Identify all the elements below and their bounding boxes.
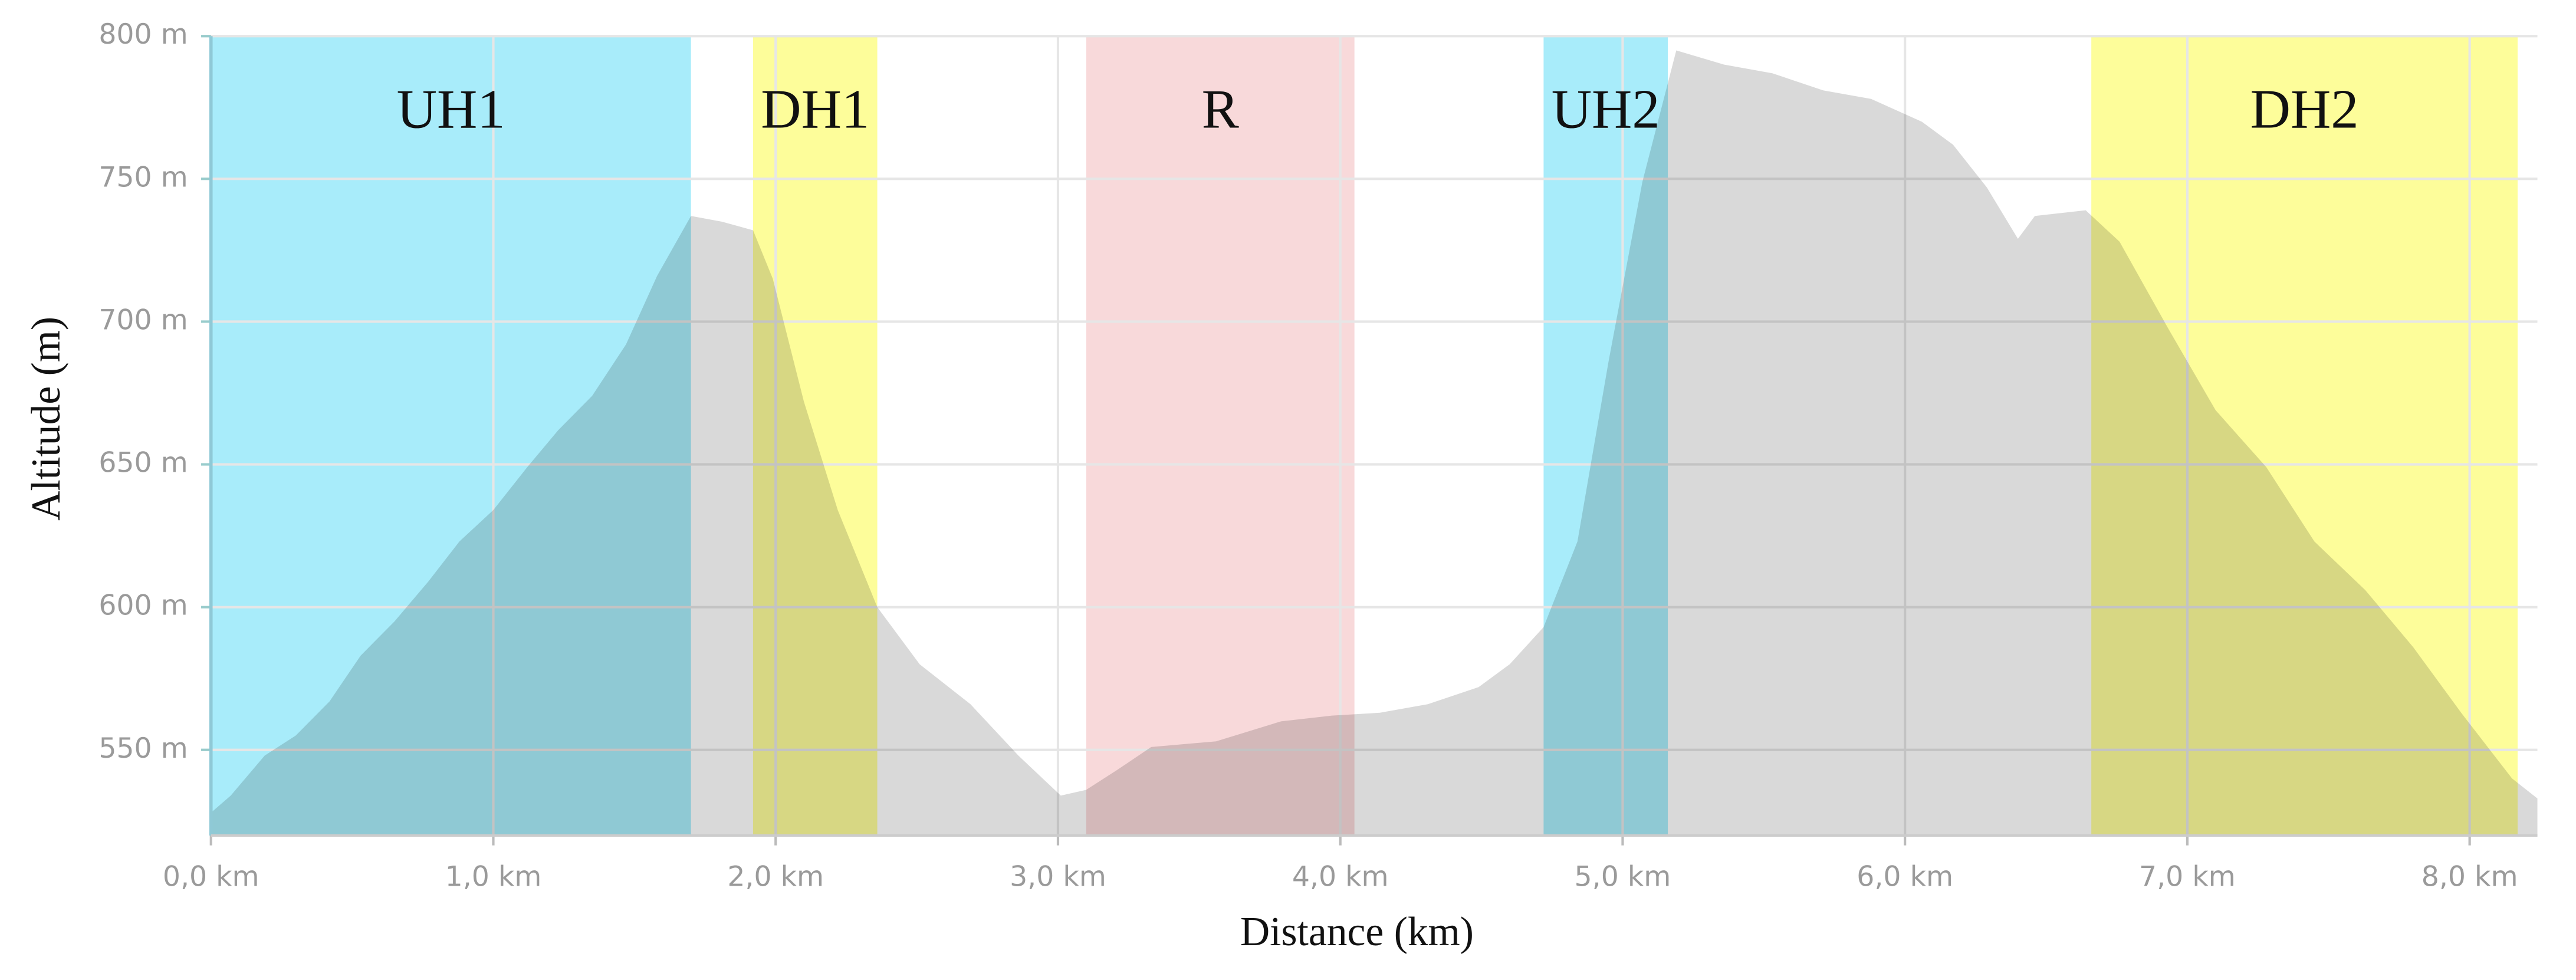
region-label: UH1: [397, 79, 505, 140]
x-tick-label: 7,0 km: [2139, 860, 2236, 893]
x-tick-label: 6,0 km: [1857, 860, 1953, 893]
x-tick-label: 0,0 km: [163, 860, 259, 893]
y-tick-label: 550 m: [98, 732, 188, 765]
x-tick-label: 2,0 km: [727, 860, 824, 893]
region-label: DH2: [2250, 79, 2359, 140]
x-tick-label: 4,0 km: [1292, 860, 1389, 893]
y-tick-label: 700 m: [98, 304, 188, 336]
region-label: R: [1202, 79, 1239, 140]
y-tick-label: 750 m: [98, 161, 188, 193]
x-axis-title: Distance (km): [1240, 909, 1474, 955]
x-tick-label: 8,0 km: [2421, 860, 2518, 893]
x-tick-label: 5,0 km: [1575, 860, 1671, 893]
x-tick-label: 1,0 km: [445, 860, 542, 893]
y-tick-label: 600 m: [98, 590, 188, 622]
y-axis-title: Altitude (m): [24, 317, 69, 521]
y-tick-label: 650 m: [98, 447, 188, 479]
y-tick-label: 800 m: [98, 18, 188, 51]
x-tick-label: 3,0 km: [1010, 860, 1106, 893]
region: [1086, 36, 1355, 836]
region-label: UH2: [1552, 79, 1660, 140]
elevation-area: [211, 50, 2538, 836]
region-label: DH1: [761, 79, 869, 140]
